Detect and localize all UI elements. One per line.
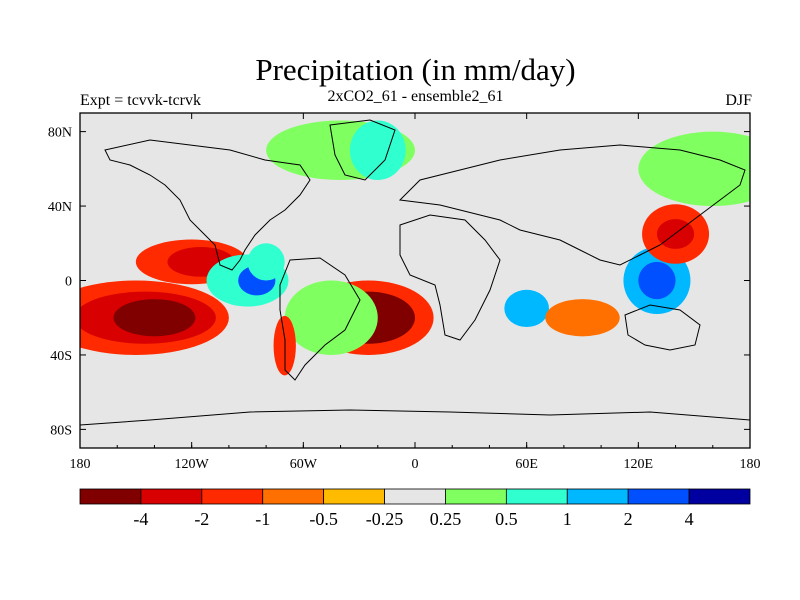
colorbar-swatch [323,488,385,505]
precip-region-dry_1 [545,299,620,337]
lat-tick-label: 40N [48,200,72,215]
precip-region-wet_3 [504,289,549,328]
precipitation-contours [80,120,750,376]
colorbar-label: 1 [563,509,572,529]
continent-outlines [80,119,750,426]
greenland-outline [329,119,396,181]
precip-region-wet_1 [638,131,750,207]
colorbar-swatch [201,488,264,505]
colorbar-label: 0.5 [495,509,518,529]
colorbar-label: -0.5 [309,509,338,529]
colorbar-label: -2 [194,509,209,529]
colorbar-swatch [566,488,629,505]
colorbar-label: -1 [255,509,270,529]
lon-tick-label: 60E [515,457,538,472]
precip-region-wet_2 [349,120,406,180]
lat-tick-label: 80S [50,423,72,438]
lon-tick-label: 0 [412,457,419,472]
precip-region-dry_4 [113,299,196,337]
lat-tick-label: 40S [50,349,72,364]
colorbar-swatch [384,488,446,505]
north-america-outline [104,139,311,271]
colorbar-swatch [688,488,751,505]
colorbar-label: 0.25 [430,509,462,529]
colorbar: -4 -2 -1 -0.5 -0.25 0.25 0.5 1 2 4 [79,488,751,529]
colorbar-label: -4 [133,509,148,529]
chart-subtitle: 2xCO2_61 - ensemble2_61 [327,88,504,105]
chart-title: Precipitation (in mm/day) [255,52,576,87]
antarctica-outline [80,409,750,426]
colorbar-label: 4 [685,509,694,529]
lon-tick-label: 60W [290,457,318,472]
lat-tick-label: 0 [65,275,72,290]
precip-region-wet_4 [638,261,676,300]
south-america-outline [279,257,361,381]
colorbar-swatch [79,488,142,505]
colorbar-swatch [262,488,325,505]
colorbar-swatch [627,488,690,505]
colorbar-swatch [140,488,203,505]
experiment-label: Expt = tcvvk-tcrvk [80,92,201,109]
colorbar-label: -0.25 [366,509,404,529]
lon-tick-label: 120W [175,457,210,472]
precip-map-area [80,113,750,448]
precip-region-wet_2 [247,243,285,281]
season-label: DJF [725,92,752,109]
lon-tick-label: 180 [70,457,91,472]
lon-tick-label: 120E [624,457,654,472]
lon-tick-label: 180 [740,457,761,472]
eurasia-outline [398,144,746,266]
colorbar-swatch [505,488,568,505]
colorbar-label: 2 [624,509,633,529]
lat-tick-label: 80N [48,126,72,141]
australia-outline [624,304,701,351]
colorbar-swatch [445,488,507,505]
axis-ticks: 180 120W 60W 0 60E 120E 180 80N 40N 0 40S 80S [48,113,761,472]
africa-outline [399,214,501,341]
precip-region-wet_1 [284,280,378,355]
